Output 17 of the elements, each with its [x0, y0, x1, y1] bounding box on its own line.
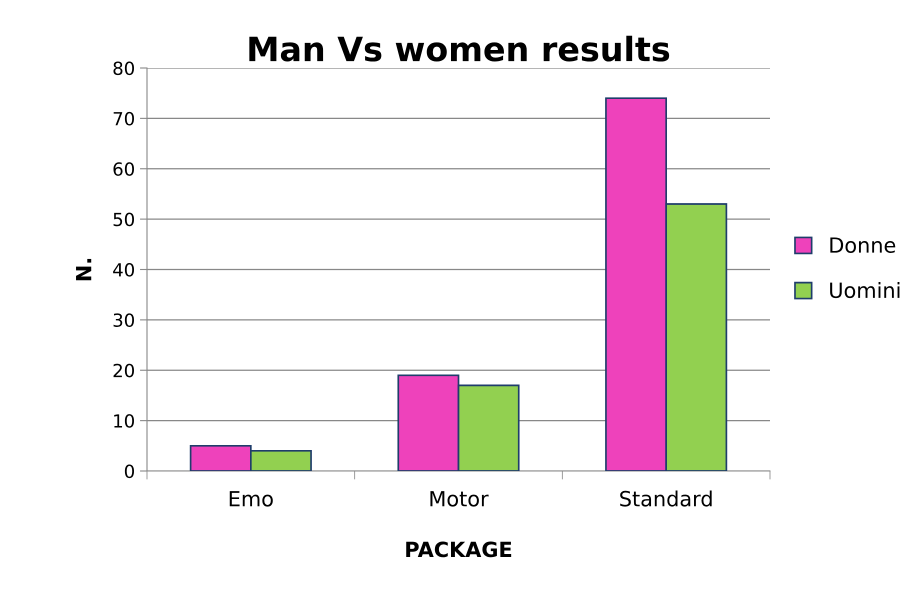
chart-title: Man Vs women results: [249, 36, 670, 62]
x-tick-label: Standard: [620, 490, 712, 507]
y-tick-label: 20: [114, 364, 134, 378]
y-tick-label: 50: [114, 212, 134, 226]
y-tick-label: 70: [114, 112, 134, 126]
y-axis-title: N.: [76, 258, 92, 280]
legend-label: Uomini: [830, 282, 900, 298]
y-tick-label: 80: [113, 61, 134, 76]
y-tick-label: 40: [113, 262, 134, 277]
y-tick-label: 60: [113, 162, 134, 176]
x-tick-label: Motor: [430, 491, 489, 507]
x-axis-title: PACKAGE: [406, 542, 512, 558]
y-tick-label: 0: [124, 464, 134, 478]
x-tick-label: Emo: [230, 491, 273, 507]
y-tick-label: 30: [114, 313, 134, 327]
legend-label: Donne: [830, 237, 896, 253]
y-tick-label: 10: [114, 414, 134, 428]
